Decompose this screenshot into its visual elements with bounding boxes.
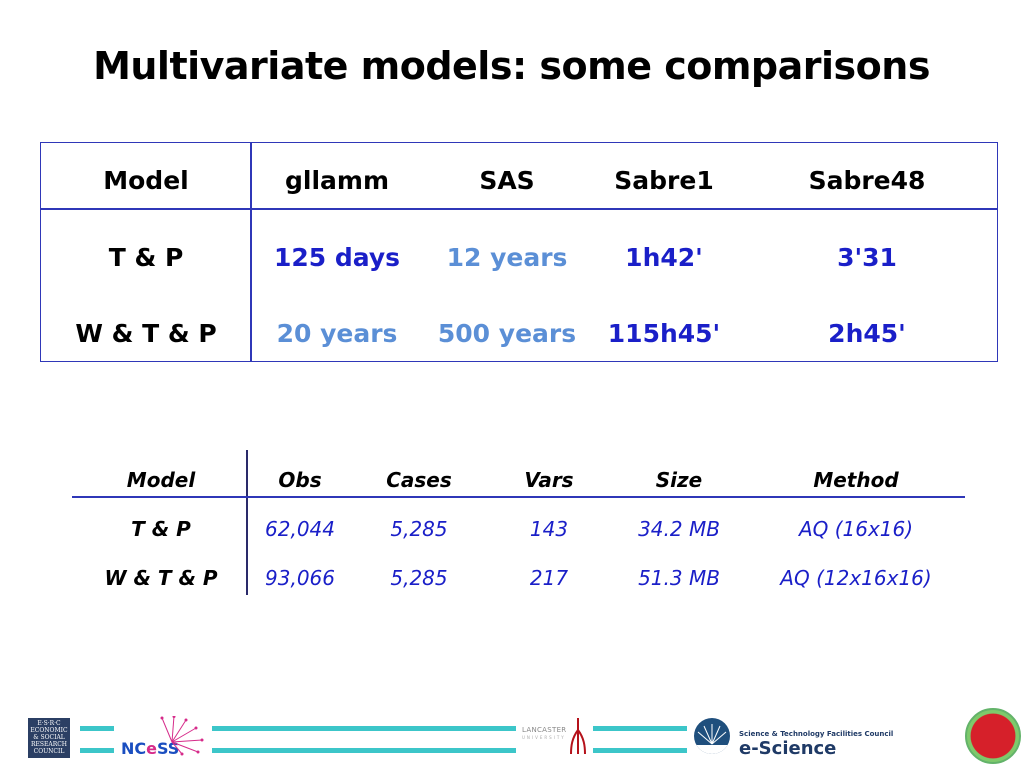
table2-row1-cases: 5,285 (390, 517, 448, 541)
table2-header-vars: Vars (524, 468, 574, 492)
table2-header-method: Method (813, 468, 899, 492)
table1-header-gllamm: gllamm (284, 166, 390, 195)
footer-accent-bar (212, 748, 516, 753)
lancaster-emblem-icon (570, 718, 586, 755)
table2-header-obs: Obs (278, 468, 322, 492)
footer-logo-strip: E·S·R·C ECONOMIC & SOCIAL RESEARCH COUNC… (0, 700, 1023, 767)
table2-header-cases: Cases (386, 468, 452, 492)
ncess-starburst-icon (160, 716, 204, 756)
table1-header-sabre48: Sabre48 (808, 166, 926, 195)
ncess-logo: NCeSS (121, 739, 179, 758)
table1-row1-gllamm: 125 days (273, 243, 401, 272)
table2-row1-obs: 62,044 (265, 517, 335, 541)
table1-row2-model: W & T & P (75, 319, 217, 348)
table2-row2-cases: 5,285 (390, 566, 448, 590)
table2-row2-vars: 217 (529, 566, 569, 590)
esrc-logo-line: RESEARCH (30, 741, 68, 748)
table1-row1-sas: 12 years (446, 243, 568, 272)
ncess-logo-part: NC (121, 739, 147, 758)
table2-column-divider (246, 450, 248, 595)
table1-header-model: Model (103, 166, 189, 195)
esrc-logo-line: COUNCIL (33, 748, 65, 755)
table1-row1-model: T & P (108, 243, 184, 272)
round-seal-logo (965, 708, 1021, 764)
table1-row1-sabre48: 3'31 (837, 243, 897, 272)
lancaster-logo-text: LANCASTER (522, 726, 567, 734)
stfc-council-name: Science & Technology Facilities Council (739, 730, 894, 738)
table2-header-divider (72, 496, 965, 498)
table2-header-size: Size (655, 468, 703, 492)
table2-row1-size: 34.2 MB (638, 517, 720, 541)
table2-row2-obs: 93,066 (265, 566, 335, 590)
footer-accent-bar (212, 726, 516, 731)
esrc-logo-line: E·S·R·C (37, 720, 61, 727)
timing-comparison-table: Model gllamm SAS Sabre1 Sabre48 T & P 12… (40, 142, 998, 362)
ncess-logo-part: e (146, 739, 157, 758)
table2-header-model: Model (126, 468, 196, 492)
stfc-globe-icon (694, 718, 730, 754)
footer-accent-bar (80, 748, 114, 753)
table2-row2-method: AQ (12x16x16) (780, 566, 932, 590)
table1-column-divider (250, 143, 252, 361)
table1-header-divider (41, 208, 997, 210)
seal-inner-panel (981, 722, 1005, 748)
table2-row1-vars: 143 (529, 517, 569, 541)
dataset-characteristics-table: Model Obs Cases Vars Size Method T & P 6… (72, 450, 965, 600)
esrc-logo-line: ECONOMIC (30, 727, 68, 734)
stfc-escience-label: e-Science (739, 738, 837, 759)
lancaster-logo-subtext: UNIVERSITY (522, 735, 566, 740)
esrc-logo-line: & SOCIAL (33, 734, 65, 741)
footer-accent-bar (593, 726, 687, 731)
table1-header-sas: SAS (479, 166, 535, 195)
footer-accent-bar (593, 748, 687, 753)
footer-accent-bar (80, 726, 114, 731)
table1-header-sabre1: Sabre1 (614, 166, 714, 195)
table2-row2-size: 51.3 MB (638, 566, 720, 590)
table1-row2-sas: 500 years (437, 319, 577, 348)
table1-row2-gllamm: 20 years (276, 319, 398, 348)
table1-row1-sabre1: 1h42' (625, 243, 703, 272)
table2-row2-model: W & T & P (104, 566, 218, 590)
table1-row2-sabre1: 115h45' (607, 319, 721, 348)
table2-row1-model: T & P (131, 517, 191, 541)
table1-row2-sabre48: 2h45' (828, 319, 906, 348)
slide-title: Multivariate models: some comparisons (93, 44, 930, 88)
table2-row1-method: AQ (16x16) (798, 517, 914, 541)
esrc-logo: E·S·R·C ECONOMIC & SOCIAL RESEARCH COUNC… (28, 718, 70, 758)
